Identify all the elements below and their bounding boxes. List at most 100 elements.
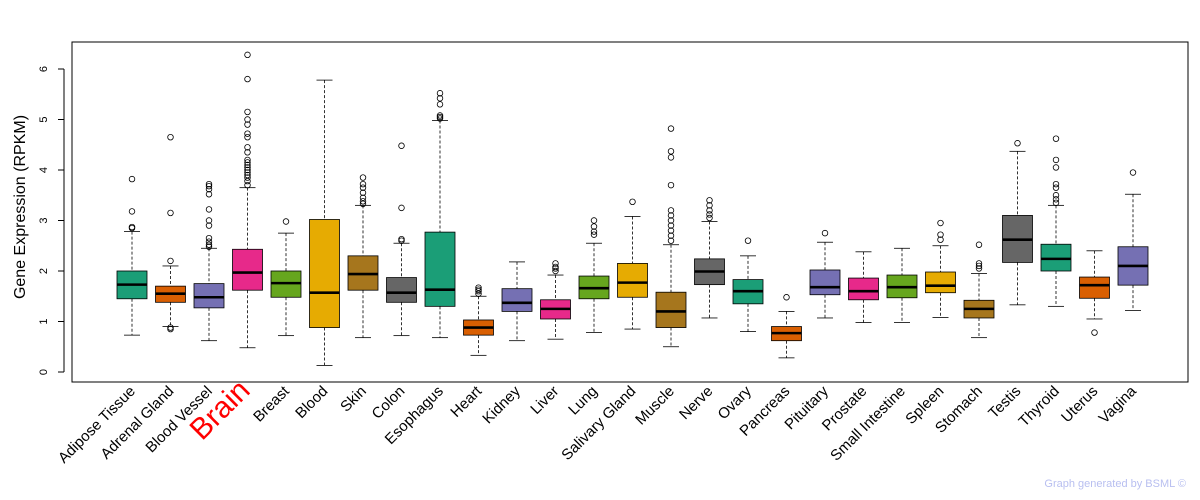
iqr-box	[617, 263, 648, 298]
outlier-point	[552, 260, 559, 267]
outlier-point	[205, 217, 213, 224]
outlier-point	[244, 169, 251, 176]
box-liver	[540, 260, 571, 340]
outlier-point	[128, 223, 136, 231]
box-adipose-tissue	[116, 175, 148, 336]
credit-text: Graph generated by BSML ©	[1044, 478, 1186, 490]
outlier-point	[667, 154, 675, 161]
outlier-point	[590, 223, 598, 230]
outlier-point	[475, 284, 482, 291]
outlier-point	[706, 197, 713, 204]
box-colon	[386, 142, 417, 337]
outlier-point	[1052, 180, 1060, 188]
outlier-point	[128, 175, 136, 183]
outlier-point	[552, 263, 559, 271]
category-label: Kidney	[479, 382, 524, 427]
outlier-point	[706, 207, 713, 214]
outlier-point	[167, 257, 174, 265]
y-tick-label: 6	[38, 66, 50, 72]
outlier-point	[667, 148, 675, 155]
outlier-point	[244, 161, 251, 169]
iqr-box	[501, 288, 533, 312]
outlier-point	[667, 217, 675, 224]
outlier-point	[937, 236, 944, 243]
outlier-point	[167, 209, 174, 217]
outlier-point	[1052, 164, 1060, 171]
outlier-point	[359, 180, 367, 188]
outlier-point	[590, 228, 598, 235]
box-stomach	[963, 241, 995, 339]
outlier-point	[282, 218, 290, 225]
outlier-point	[821, 229, 829, 237]
iqr-box	[925, 271, 956, 294]
category-label: Vagina	[1096, 382, 1141, 427]
iqr-box	[1079, 276, 1110, 299]
outlier-point	[436, 90, 444, 97]
outlier-point	[244, 174, 251, 181]
category-label: Liver	[527, 383, 562, 418]
outlier-point	[1052, 135, 1060, 142]
box-pituitary	[809, 229, 841, 319]
boxes	[116, 51, 1149, 366]
box-salivary-gland	[617, 198, 648, 330]
outlier-point	[205, 234, 213, 242]
outlier-point	[667, 212, 675, 219]
box-prostate	[848, 251, 879, 323]
outlier-point	[205, 191, 213, 198]
box-blood	[309, 79, 340, 366]
outlier-point	[783, 294, 790, 301]
outlier-point	[552, 267, 559, 275]
outlier-point	[359, 194, 367, 201]
iqr-box	[809, 269, 841, 296]
outlier-point	[205, 243, 213, 250]
category-label: Nerve	[676, 383, 716, 423]
outlier-point	[744, 237, 752, 244]
y-tick-label: 2	[38, 268, 50, 274]
outlier-point	[359, 198, 367, 205]
y-tick-label: 0	[38, 369, 50, 375]
outlier-point	[975, 260, 983, 267]
outlier-point	[436, 112, 444, 119]
category-label: Muscle	[632, 383, 678, 429]
box-vagina	[1117, 169, 1149, 311]
box-heart	[463, 284, 494, 356]
iqr-box	[848, 277, 879, 301]
box-skin	[347, 174, 379, 339]
box-muscle	[655, 125, 687, 348]
box-adrenal-gland	[155, 133, 186, 333]
box-ovary	[732, 237, 764, 333]
plot-frame	[71, 41, 1189, 383]
outlier-point	[244, 130, 251, 137]
outlier-point	[359, 174, 367, 181]
outlier-point	[205, 182, 213, 190]
category-label: Uterus	[1058, 383, 1101, 426]
outlier-point	[667, 222, 675, 229]
outlier-point	[205, 238, 213, 245]
axes: 0 1 2 3 4 5 6	[38, 41, 1189, 383]
outlier-point	[244, 75, 251, 83]
outlier-point	[244, 159, 251, 166]
outlier-point	[244, 156, 251, 164]
outlier-point	[244, 171, 251, 179]
y-tick-label: 3	[38, 217, 50, 223]
outlier-point	[975, 262, 983, 270]
box-uterus	[1079, 250, 1110, 336]
outlier-point	[667, 232, 675, 239]
outlier-point	[590, 217, 598, 224]
outlier-point	[244, 121, 251, 128]
outlier-point	[244, 149, 251, 156]
outlier-point	[1014, 140, 1021, 147]
outlier-point	[244, 51, 251, 59]
y-tick-label: 5	[38, 116, 50, 122]
outlier-point	[244, 144, 251, 151]
iqr-box	[386, 277, 417, 303]
outlier-point	[359, 189, 367, 196]
outlier-point	[1052, 192, 1060, 199]
outlier-point	[590, 231, 598, 238]
outlier-point	[975, 241, 983, 248]
box-small-intestine	[886, 247, 918, 323]
outlier-point	[975, 265, 983, 272]
category-label: Skin	[337, 383, 370, 416]
outlier-point	[475, 286, 482, 293]
